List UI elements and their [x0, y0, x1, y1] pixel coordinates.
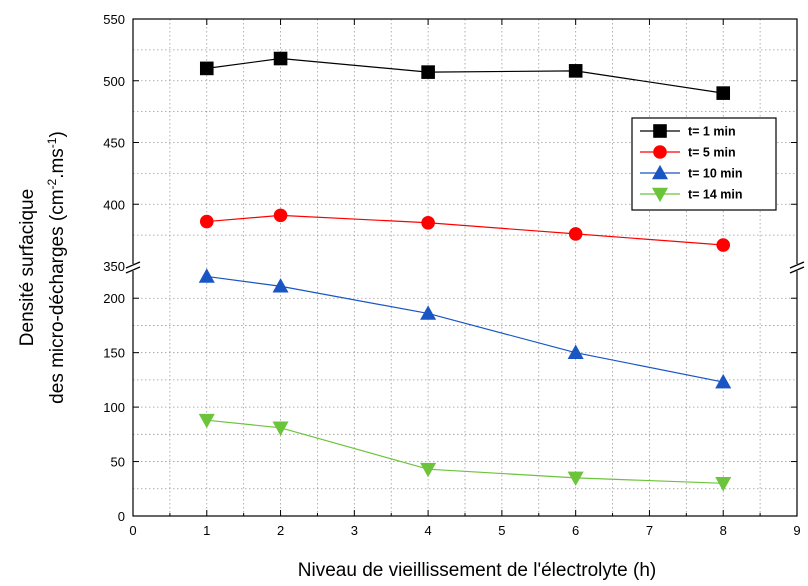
y-tick-label: 550	[103, 12, 125, 27]
legend-label: t= 14 min	[688, 188, 743, 202]
data-point	[198, 268, 215, 283]
legend-label: t= 1 min	[688, 125, 736, 139]
data-point	[715, 477, 732, 492]
break-slash	[789, 266, 805, 274]
legend-marker	[653, 124, 667, 138]
x-tick-label: 6	[572, 523, 579, 538]
data-point	[420, 305, 437, 320]
x-tick-label: 4	[424, 523, 431, 538]
data-point	[198, 413, 215, 429]
x-tick-label: 7	[646, 523, 653, 538]
y-axis-title-close: )	[47, 131, 68, 137]
series-3	[198, 268, 732, 389]
break-gap	[791, 264, 803, 271]
break-slash	[789, 261, 805, 269]
y-tick-label: 200	[103, 291, 125, 306]
series-2	[199, 208, 731, 252]
data-point	[199, 214, 214, 229]
y-tick-label: 50	[111, 455, 125, 470]
legend-marker	[651, 187, 669, 203]
data-point	[272, 278, 289, 293]
y-axis-title-sup2: -1	[45, 137, 59, 148]
data-point	[421, 215, 435, 230]
legend-label: t= 5 min	[688, 146, 736, 160]
y-axis-title-mid: .ms	[47, 148, 68, 179]
y-tick-label: 0	[118, 509, 125, 524]
y-axis-title-line1: Densité surfacique	[17, 189, 38, 346]
y-axis-title-sup1: -2	[45, 178, 59, 189]
series-layer	[198, 51, 732, 492]
series-4	[198, 413, 732, 492]
x-tick-label: 1	[203, 523, 210, 538]
y-tick-label: 450	[103, 136, 125, 151]
x-tick-label: 5	[498, 523, 505, 538]
y-tick-label: 400	[103, 197, 125, 212]
y-tick-label: 500	[103, 74, 125, 89]
legend-label: t= 10 min	[688, 167, 743, 181]
x-tick-label: 2	[277, 523, 284, 538]
data-point	[273, 208, 288, 223]
y-axis-title-main: des micro-décharges (cm	[47, 189, 68, 403]
y-tick-label: 150	[103, 346, 125, 361]
break-slash	[125, 266, 141, 274]
data-point	[568, 227, 583, 241]
series-1	[199, 51, 731, 100]
data-point	[273, 51, 288, 66]
break-gap	[127, 264, 139, 271]
y-axis-title-line2: des micro-décharges (cm-2.ms-1)	[45, 131, 68, 404]
x-tick-label: 0	[129, 523, 136, 538]
axis-ticks: 0 1 2 3 4 5 6 7 8 9 0 50 100 150 200 350 400 450 500 550	[103, 12, 800, 538]
data-point	[716, 238, 731, 252]
x-tick-label: 9	[793, 523, 800, 538]
break-slash	[125, 261, 141, 269]
data-point	[567, 471, 584, 487]
data-point	[567, 344, 584, 359]
data-point	[420, 462, 437, 478]
x-tick-label: 8	[720, 523, 727, 538]
x-tick-label: 3	[351, 523, 358, 538]
axis-break-marks	[125, 261, 805, 274]
gridlines	[133, 19, 797, 516]
legend: t= 1 min t= 5 min t= 10 min t= 14 min	[631, 117, 777, 211]
data-point	[716, 86, 731, 100]
data-point	[199, 61, 214, 76]
y-tick-label: 100	[103, 400, 125, 415]
legend-marker	[653, 145, 667, 159]
data-point	[421, 65, 435, 79]
data-point	[715, 373, 732, 389]
data-point	[272, 421, 289, 436]
data-point	[568, 64, 583, 78]
x-axis-title: Niveau de vieillissement de l'électrolyt…	[298, 560, 656, 581]
legend-marker	[651, 164, 669, 180]
y-tick-label: 350	[103, 259, 125, 274]
